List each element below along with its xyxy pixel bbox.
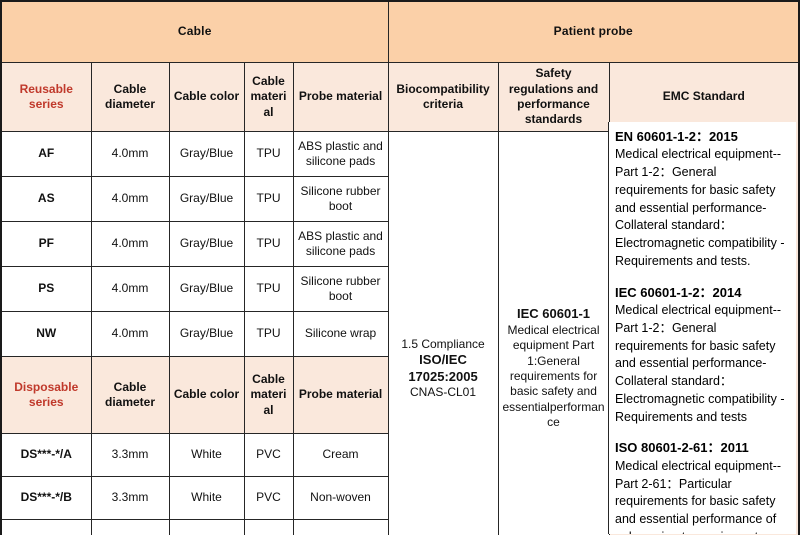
emc-standard-entry: IEC 60601-1-2：2014 Medical electrical eq…	[615, 284, 792, 427]
bio-line-1: 1.5 Compliance	[401, 336, 485, 351]
table-row: AF 4.0mm Gray/Blue TPU ABS plastic and s…	[0, 131, 799, 535]
bio-line-4: CNAS-CL01	[410, 385, 477, 400]
group-header-row: Cable Patient probe	[0, 0, 800, 63]
column-header-cable-diameter-2: Cable diameter	[90, 356, 170, 434]
cell-series: NW	[0, 311, 92, 357]
cell-series: DS***-*/A	[0, 433, 92, 477]
column-header-cable-material: Cable material	[243, 62, 294, 132]
emc-standard-entry: ISO 80601-2-61：2011 Medical electrical e…	[615, 439, 792, 534]
cell-emc-standard-content: EN 60601-1-2：2015 Medical electrical equ…	[608, 122, 796, 534]
cell-cable-material: TPU	[243, 221, 294, 267]
column-header-cable-color: Cable color	[168, 62, 245, 132]
column-header-probe-material: Probe material	[292, 62, 389, 132]
emc-standard-body: Medical electrical equipment--Part 2-61：…	[615, 458, 782, 534]
cell-color: White	[168, 476, 245, 520]
column-header-cable-color-2: Cable color	[168, 356, 245, 434]
cell-probe-material: Silicone wrap	[292, 311, 389, 357]
cell-diameter: 4.0mm	[90, 311, 170, 357]
cell-color: White	[168, 519, 245, 535]
group-header-patient-probe: Patient probe	[387, 0, 800, 63]
cell-color: Gray/Blue	[168, 176, 245, 222]
cell-color: Gray/Blue	[168, 221, 245, 267]
bio-line-3: 17025:2005	[408, 368, 478, 384]
cell-probe-material: ABS plastic and silicone pads	[292, 131, 389, 177]
cell-biocompatibility-criteria: 1.5 Compliance ISO/IEC 17025:2005 CNAS-C…	[387, 131, 499, 535]
column-header-biocompatibility-criteria: Biocompatibility criteria	[387, 62, 499, 132]
cell-diameter: 4.0mm	[90, 266, 170, 312]
cell-cable-material: PVC	[243, 433, 294, 477]
cell-probe-material: Cream	[292, 433, 389, 477]
cell-probe-material: Silicone rubber boot	[292, 176, 389, 222]
cell-series: AS	[0, 176, 92, 222]
cell-probe-material: Silicone rubber boot	[292, 266, 389, 312]
column-header-disposable-series: Disposable series	[0, 356, 92, 434]
cell-diameter: 3.3mm	[90, 476, 170, 520]
cell-probe-material: Non-woven	[292, 476, 389, 520]
cell-color: Gray/Blue	[168, 311, 245, 357]
cell-series: PF	[0, 221, 92, 267]
column-header-probe-material-2: Probe material	[292, 356, 389, 434]
safety-body: Medical electrical equipment Part 1:Gene…	[502, 323, 605, 430]
cell-cable-material: PVC	[243, 476, 294, 520]
cell-color: Gray/Blue	[168, 131, 245, 177]
cell-diameter: 4.0mm	[90, 176, 170, 222]
cell-cable-material: TPU	[243, 176, 294, 222]
emc-standard-entry: EN 60601-1-2：2015 Medical electrical equ…	[615, 128, 792, 271]
table-row: AS 4.0mm Gray/Blue TPU Silicone rubber b…	[0, 176, 799, 222]
column-header-reusable-series: Reusable series	[0, 62, 92, 132]
cell-probe-material: ABS plastic and silicone pads	[292, 221, 389, 267]
cell-diameter: 4.0mm	[90, 221, 170, 267]
emc-standard-title: IEC 60601-1-2：2014	[615, 284, 742, 300]
column-header-safety-regulations: Safety regulations and performance stand…	[497, 62, 610, 132]
column-header-cable-material-2: Cable material	[243, 356, 294, 434]
emc-standard-title: ISO 80601-2-61：2011	[615, 440, 749, 456]
cell-probe-material: Transparent	[292, 519, 389, 535]
cell-diameter: 3.3mm	[90, 433, 170, 477]
cell-series: DS***-*/B	[0, 476, 92, 520]
table-row: NW 4.0mm Gray/Blue TPU Silicone wrap	[0, 311, 799, 357]
table-row: PF 4.0mm Gray/Blue TPU ABS plastic and s…	[0, 221, 799, 267]
table-row: DS***-*/C 3.3mm White PVC Transparent	[0, 519, 799, 535]
group-header-cable: Cable	[0, 0, 389, 63]
emc-standard-title: EN 60601-1-2：2015	[615, 129, 738, 144]
cell-cable-material: TPU	[243, 131, 294, 177]
cell-diameter: 3.3mm	[90, 519, 170, 535]
cell-color: White	[168, 433, 245, 477]
cell-color: Gray/Blue	[168, 266, 245, 312]
cell-cable-material: TPU	[243, 266, 294, 312]
cell-diameter: 4.0mm	[90, 131, 170, 177]
cell-safety-regulations: IEC 60601-1 Medical electrical equipment…	[497, 131, 610, 535]
safety-title: IEC 60601-1	[517, 306, 591, 322]
table-row: DS***-*/B 3.3mm White PVC Non-woven	[0, 476, 799, 520]
emc-standard-body: Medical electrical equipment--Part 1-2：G…	[615, 303, 785, 424]
cell-cable-material: TPU	[243, 311, 294, 357]
table-row: PS 4.0mm Gray/Blue TPU Silicone rubber b…	[0, 266, 799, 312]
cell-series: DS***-*/C	[0, 519, 92, 535]
table-row: DS***-*/A 3.3mm White PVC Cream	[0, 433, 799, 477]
cell-series: AF	[0, 131, 92, 177]
column-header-cable-diameter: Cable diameter	[90, 62, 170, 132]
disposable-subheader-row: Disposable series Cable diameter Cable c…	[0, 356, 799, 434]
emc-standard-body: Medical electrical equipment--Part 1-2：G…	[615, 147, 785, 268]
cell-cable-material: PVC	[243, 519, 294, 535]
cell-series: PS	[0, 266, 92, 312]
bio-line-2: ISO/IEC	[419, 351, 467, 367]
